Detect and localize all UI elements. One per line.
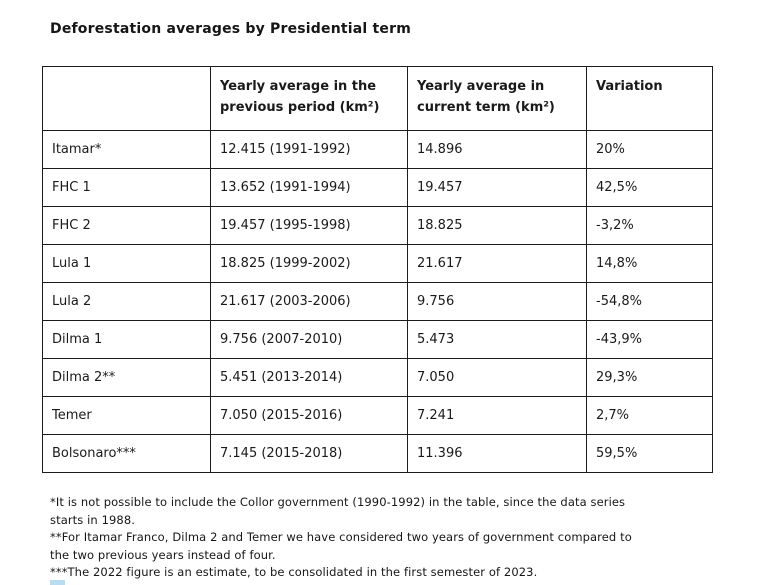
table-row-lula-1: Lula 1 18.825 (1999-2002) 21.617 14,8% xyxy=(42,244,713,283)
cell-previous-avg: 12.415 (1991-1992) xyxy=(210,130,408,169)
cell-variation: 14,8% xyxy=(586,244,713,283)
table-row-fhc-1: FHC 1 13.652 (1991-1994) 19.457 42,5% xyxy=(42,168,713,207)
cell-term: Lula 1 xyxy=(42,244,211,283)
column-header-current-term: Yearly average in current term (km²) xyxy=(407,66,587,131)
cell-current-avg: 14.896 xyxy=(407,130,587,169)
cell-variation: 20% xyxy=(586,130,713,169)
table-row-dilma-2: Dilma 2** 5.451 (2013-2014) 7.050 29,3% xyxy=(42,358,713,397)
header-row: Yearly average in the previous period (k… xyxy=(42,66,713,131)
cell-previous-avg: 7.050 (2015-2016) xyxy=(210,396,408,435)
cell-term: FHC 2 xyxy=(42,206,211,245)
footnote-collor-line-1: *It is not possible to include the Collo… xyxy=(50,495,626,509)
page-title: Deforestation averages by Presidential t… xyxy=(50,21,411,37)
column-header-term xyxy=(42,66,211,131)
table-row-dilma-1: Dilma 1 9.756 (2007-2010) 5.473 -43,9% xyxy=(42,320,713,359)
cell-variation: 29,3% xyxy=(586,358,713,397)
table-row-bolsonaro: Bolsonaro*** 7.145 (2015-2018) 11.396 59… xyxy=(42,434,713,473)
cell-variation: 2,7% xyxy=(586,396,713,435)
footnote-2022-estimate: ***The 2022 figure is an estimate, to be… xyxy=(50,565,538,580)
cell-term: Temer xyxy=(42,396,211,435)
footnote-two-years-line-2: the two previous years instead of four. xyxy=(50,547,276,562)
cell-previous-avg: 7.145 (2015-2018) xyxy=(210,434,408,473)
cell-previous-avg: 18.825 (1999-2002) xyxy=(210,244,408,283)
cell-current-avg: 21.617 xyxy=(407,244,587,283)
footnote-collor-line-2: starts in 1988. xyxy=(50,512,135,527)
table-row-fhc-2: FHC 2 19.457 (1995-1998) 18.825 -3,2% xyxy=(42,206,713,245)
footnotes: *It is not possible to include the Collo… xyxy=(50,494,632,582)
deforestation-table: Yearly average in the previous period (k… xyxy=(42,66,713,473)
table-row-temer: Temer 7.050 (2015-2016) 7.241 2,7% xyxy=(42,396,713,435)
cell-current-avg: 7.050 xyxy=(407,358,587,397)
column-header-variation: Variation xyxy=(586,66,713,131)
cell-term: Lula 2 xyxy=(42,282,211,321)
cell-term: Dilma 2** xyxy=(42,358,211,397)
cell-variation: -3,2% xyxy=(586,206,713,245)
cell-term: Bolsonaro*** xyxy=(42,434,211,473)
highlight-fragment xyxy=(50,580,65,585)
cell-current-avg: 9.756 xyxy=(407,282,587,321)
cell-previous-avg: 19.457 (1995-1998) xyxy=(210,206,408,245)
column-header-previous-period: Yearly average in the previous period (k… xyxy=(210,66,408,131)
cell-previous-avg: 21.617 (2003-2006) xyxy=(210,282,408,321)
table-row-lula-2: Lula 2 21.617 (2003-2006) 9.756 -54,8% xyxy=(42,282,713,321)
footnote-two-years-line-1: **For Itamar Franco, Dilma 2 and Temer w… xyxy=(50,530,632,545)
cell-previous-avg: 13.652 (1991-1994) xyxy=(210,168,408,207)
cell-current-avg: 11.396 xyxy=(407,434,587,473)
cell-variation: -54,8% xyxy=(586,282,713,321)
table-row-itamar: Itamar* 12.415 (1991-1992) 14.896 20% xyxy=(42,130,713,169)
cell-term: FHC 1 xyxy=(42,168,211,207)
cell-current-avg: 7.241 xyxy=(407,396,587,435)
cell-term: Itamar* xyxy=(42,130,211,169)
cell-variation: 59,5% xyxy=(586,434,713,473)
cell-current-avg: 5.473 xyxy=(407,320,587,359)
cell-variation: -43,9% xyxy=(586,320,713,359)
cell-current-avg: 19.457 xyxy=(407,168,587,207)
cell-previous-avg: 5.451 (2013-2014) xyxy=(210,358,408,397)
cell-variation: 42,5% xyxy=(586,168,713,207)
cell-previous-avg: 9.756 (2007-2010) xyxy=(210,320,408,359)
cell-current-avg: 18.825 xyxy=(407,206,587,245)
cell-term: Dilma 1 xyxy=(42,320,211,359)
